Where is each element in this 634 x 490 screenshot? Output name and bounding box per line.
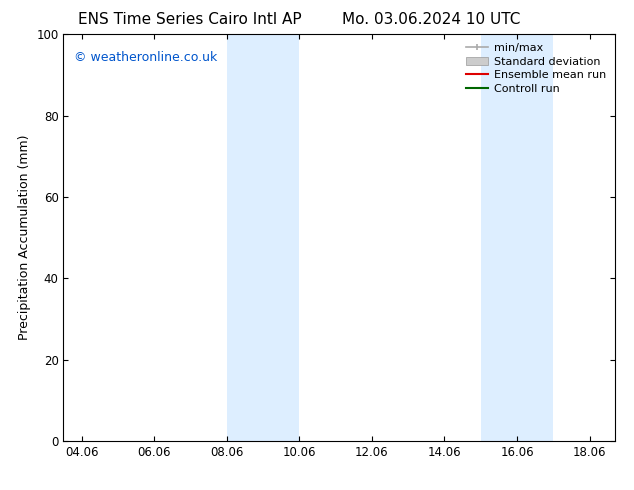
Legend: min/max, Standard deviation, Ensemble mean run, Controll run: min/max, Standard deviation, Ensemble me… bbox=[462, 39, 611, 98]
Text: Mo. 03.06.2024 10 UTC: Mo. 03.06.2024 10 UTC bbox=[342, 12, 521, 27]
Text: ENS Time Series Cairo Intl AP: ENS Time Series Cairo Intl AP bbox=[79, 12, 302, 27]
Bar bbox=[481, 34, 553, 441]
Y-axis label: Precipitation Accumulation (mm): Precipitation Accumulation (mm) bbox=[18, 135, 30, 341]
Text: © weatheronline.co.uk: © weatheronline.co.uk bbox=[74, 50, 217, 64]
Bar bbox=[227, 34, 299, 441]
